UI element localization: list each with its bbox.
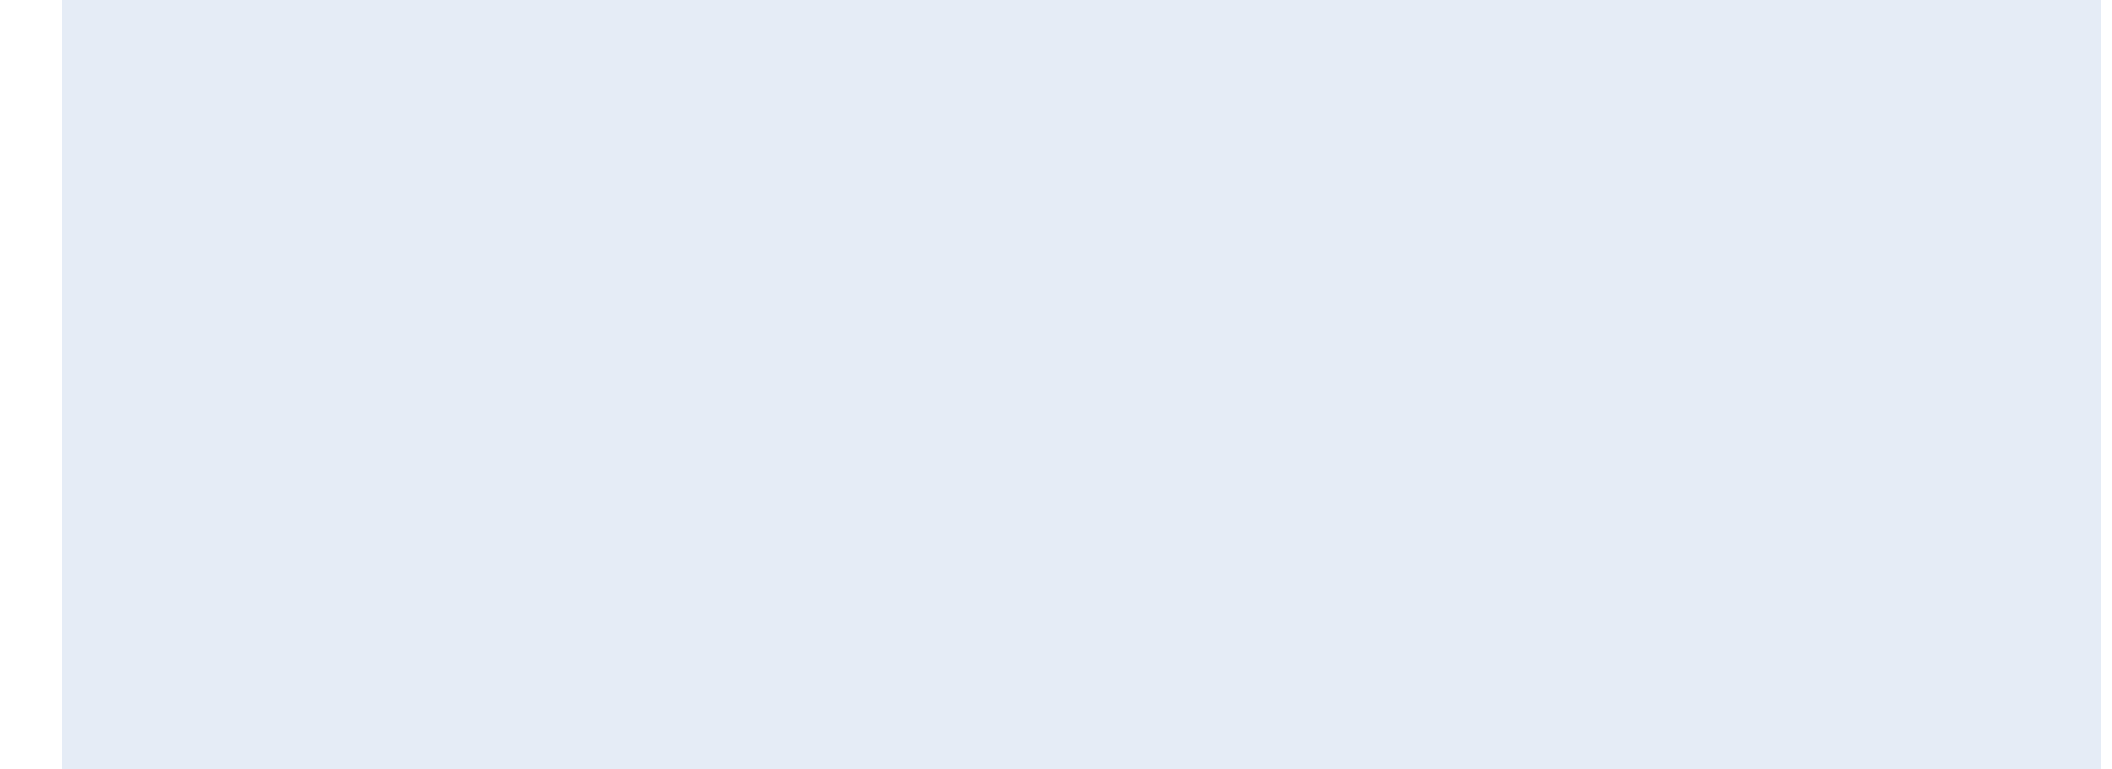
plot-background [62, 0, 2101, 769]
